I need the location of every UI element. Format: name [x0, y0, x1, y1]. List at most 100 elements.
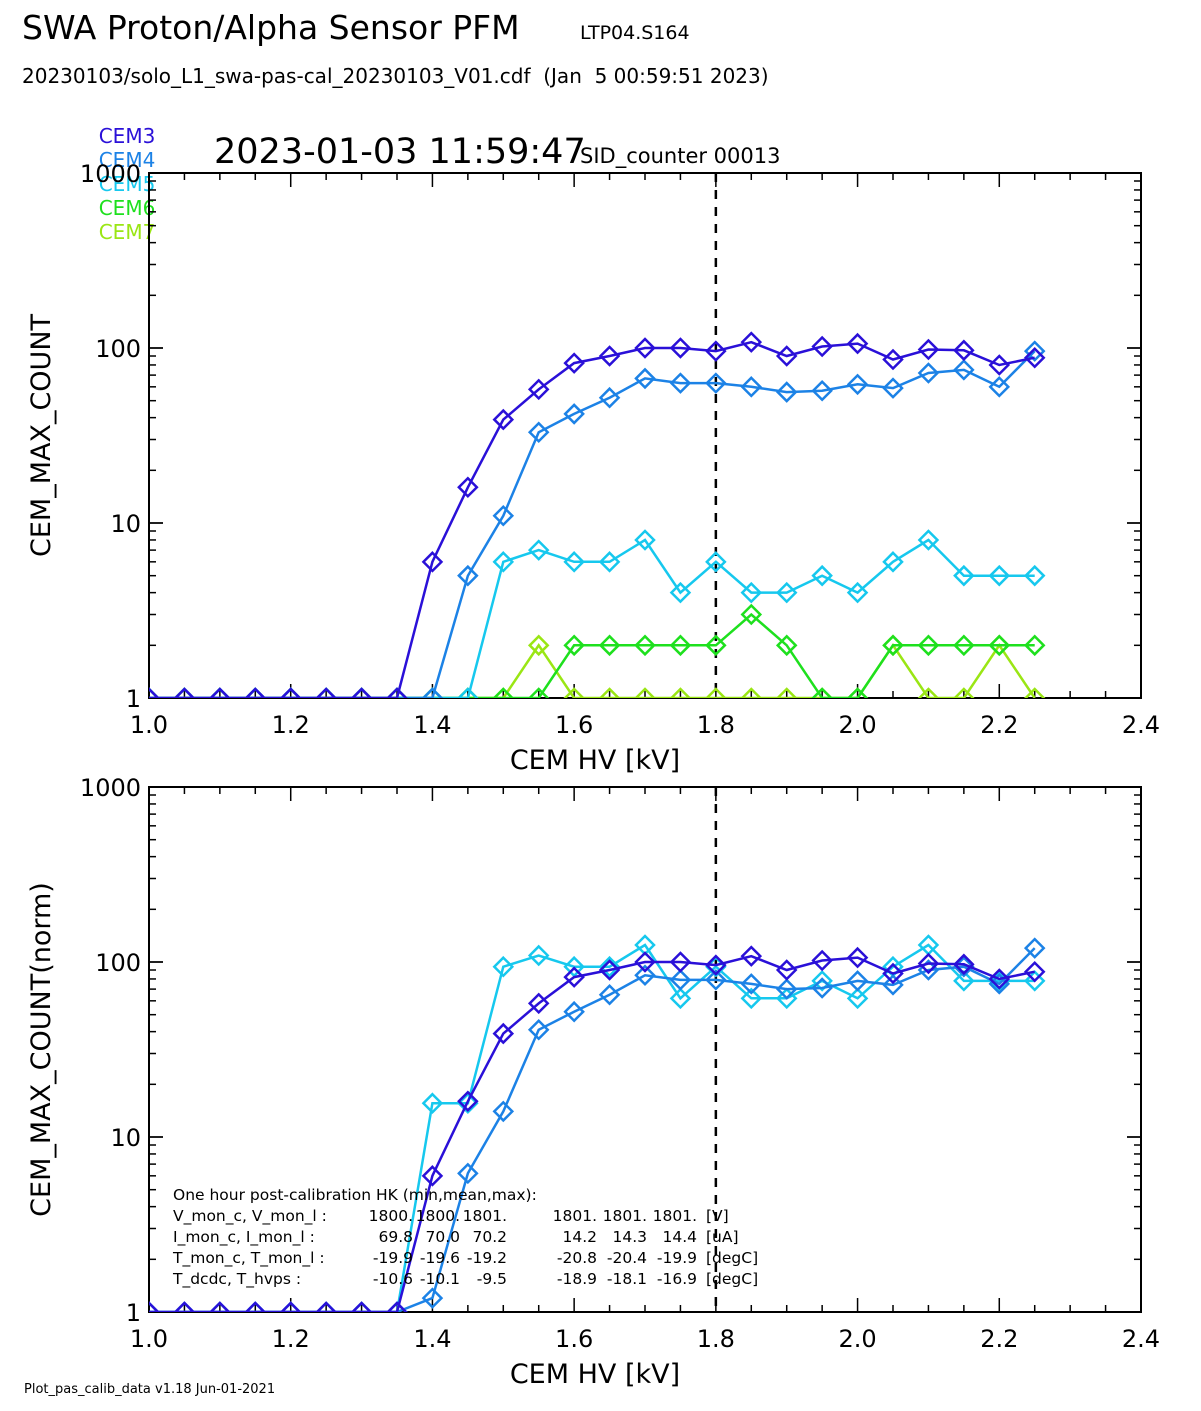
data-point: [811, 949, 833, 972]
data-point: [386, 1301, 408, 1312]
data-point: [917, 687, 940, 698]
data-point: [775, 581, 798, 604]
data-point: [386, 687, 408, 698]
data-point: [1023, 564, 1046, 587]
annotation-value: 70.0: [425, 1228, 460, 1246]
data-point: [244, 1301, 267, 1312]
legend: CEM3 CEM4 CEM5 CEM6 CEM7: [86, 100, 165, 244]
chart-panel-1: 1.0 1.2 1.4 1.6 1.8 2.0 2.2 2.4 1 10 100 1000 CEM HV…: [26, 160, 1160, 776]
data-point: [457, 1162, 479, 1185]
x-tick-label: 1.6: [555, 1325, 593, 1353]
series-line: [149, 538, 1035, 698]
chart-panel-2: 1.0 1.2 1.4 1.6 1.8 2.0 2.2 2.4 1 10 100 1000 CEM HV…: [26, 774, 1160, 1390]
y-tick-label: 100: [95, 335, 141, 363]
data-point: [669, 951, 692, 973]
data-point: [492, 687, 515, 698]
data-point: [457, 687, 479, 698]
data-point: [527, 992, 550, 1015]
data-point: [492, 504, 515, 527]
x-tick-label: 1.8: [697, 711, 735, 739]
data-point: [563, 403, 585, 425]
data-point: [669, 969, 692, 991]
annotation-title: One hour post-calibration HK (min,mean,m…: [173, 1186, 537, 1204]
data-point: [705, 340, 727, 362]
data-point: [882, 551, 904, 573]
data-point: [563, 966, 585, 988]
data-point: [988, 634, 1011, 657]
data-point: [457, 564, 479, 587]
data-point: [315, 1301, 337, 1312]
data-point: [705, 687, 727, 698]
x-tick-label: 1.8: [697, 1325, 735, 1353]
data-point: [740, 687, 763, 698]
annotation-unit: [uA]: [706, 1228, 739, 1246]
annotation-value: -20.4: [607, 1249, 647, 1267]
annotation-value: 14.2: [562, 1228, 597, 1246]
data-point: [598, 687, 621, 698]
annotation-value: -10.6: [373, 1270, 413, 1288]
data-point: [846, 581, 869, 604]
data-point: [669, 687, 692, 698]
data-point: [669, 372, 692, 394]
annotation-unit: [V]: [706, 1207, 729, 1225]
y-tick-label: 10: [110, 510, 141, 538]
x-tick-label: 2.4: [1122, 1325, 1160, 1353]
data-point: [705, 634, 727, 657]
data-point: [634, 687, 656, 698]
annotation-unit: [degC]: [706, 1249, 758, 1267]
annotation-value: -18.9: [557, 1270, 597, 1288]
data-point: [457, 1092, 479, 1114]
data-point: [775, 687, 798, 698]
annotation-value: 1801.: [553, 1207, 597, 1225]
data-point: [846, 687, 869, 698]
annotation-value: 69.8: [378, 1228, 413, 1246]
data-point: [775, 959, 798, 981]
data-point: [775, 987, 798, 1010]
annotation-value: -20.8: [557, 1249, 597, 1267]
series-cem6: [149, 603, 1046, 698]
data-point: [988, 968, 1011, 990]
data-point: [705, 551, 727, 573]
annotation-value: -19.9: [373, 1249, 413, 1267]
annotation-row-label: V_mon_c, V_mon_l :: [173, 1207, 327, 1226]
data-point: [350, 687, 373, 698]
data-point: [563, 955, 585, 978]
x-tick-label: 2.4: [1122, 711, 1160, 739]
data-point: [953, 687, 975, 698]
series-cem7: [149, 634, 1046, 698]
data-point: [846, 332, 869, 355]
data-point: [527, 1018, 550, 1041]
data-point: [846, 373, 869, 396]
data-point: [669, 634, 692, 657]
x-tick-label: 1.2: [272, 1325, 310, 1353]
data-point: [811, 687, 833, 698]
data-point: [1023, 970, 1046, 992]
data-point: [209, 687, 231, 698]
data-point: [1023, 687, 1046, 698]
data-point: [811, 564, 833, 587]
annotation-value: 1801.: [603, 1207, 647, 1225]
x-tick-label: 1.0: [130, 1325, 168, 1353]
data-point: [953, 564, 975, 587]
data-point: [1023, 937, 1046, 959]
data-point: [669, 581, 692, 604]
data-point: [279, 687, 302, 698]
data-point: [882, 962, 904, 985]
x-tick-label: 2.0: [838, 1325, 876, 1353]
data-point: [527, 378, 550, 401]
data-point: [882, 377, 904, 399]
annotation-row-label: T_dcdc, T_hvps :: [172, 1270, 301, 1289]
data-point: [563, 352, 585, 374]
data-point: [775, 381, 798, 403]
data-point: [209, 1301, 231, 1312]
annotation-value: 70.2: [472, 1228, 507, 1246]
footer-version: Plot_pas_calib_data v1.18 Jun-01-2021: [24, 1382, 276, 1397]
data-point: [492, 551, 515, 573]
annotation-unit: [degC]: [706, 1270, 758, 1288]
y-axis-label: CEM_MAX_COUNT(norm): [26, 882, 57, 1217]
data-point: [457, 1090, 479, 1113]
annotation-value: -18.1: [607, 1270, 647, 1288]
data-point: [917, 952, 940, 975]
data-point: [953, 634, 975, 657]
